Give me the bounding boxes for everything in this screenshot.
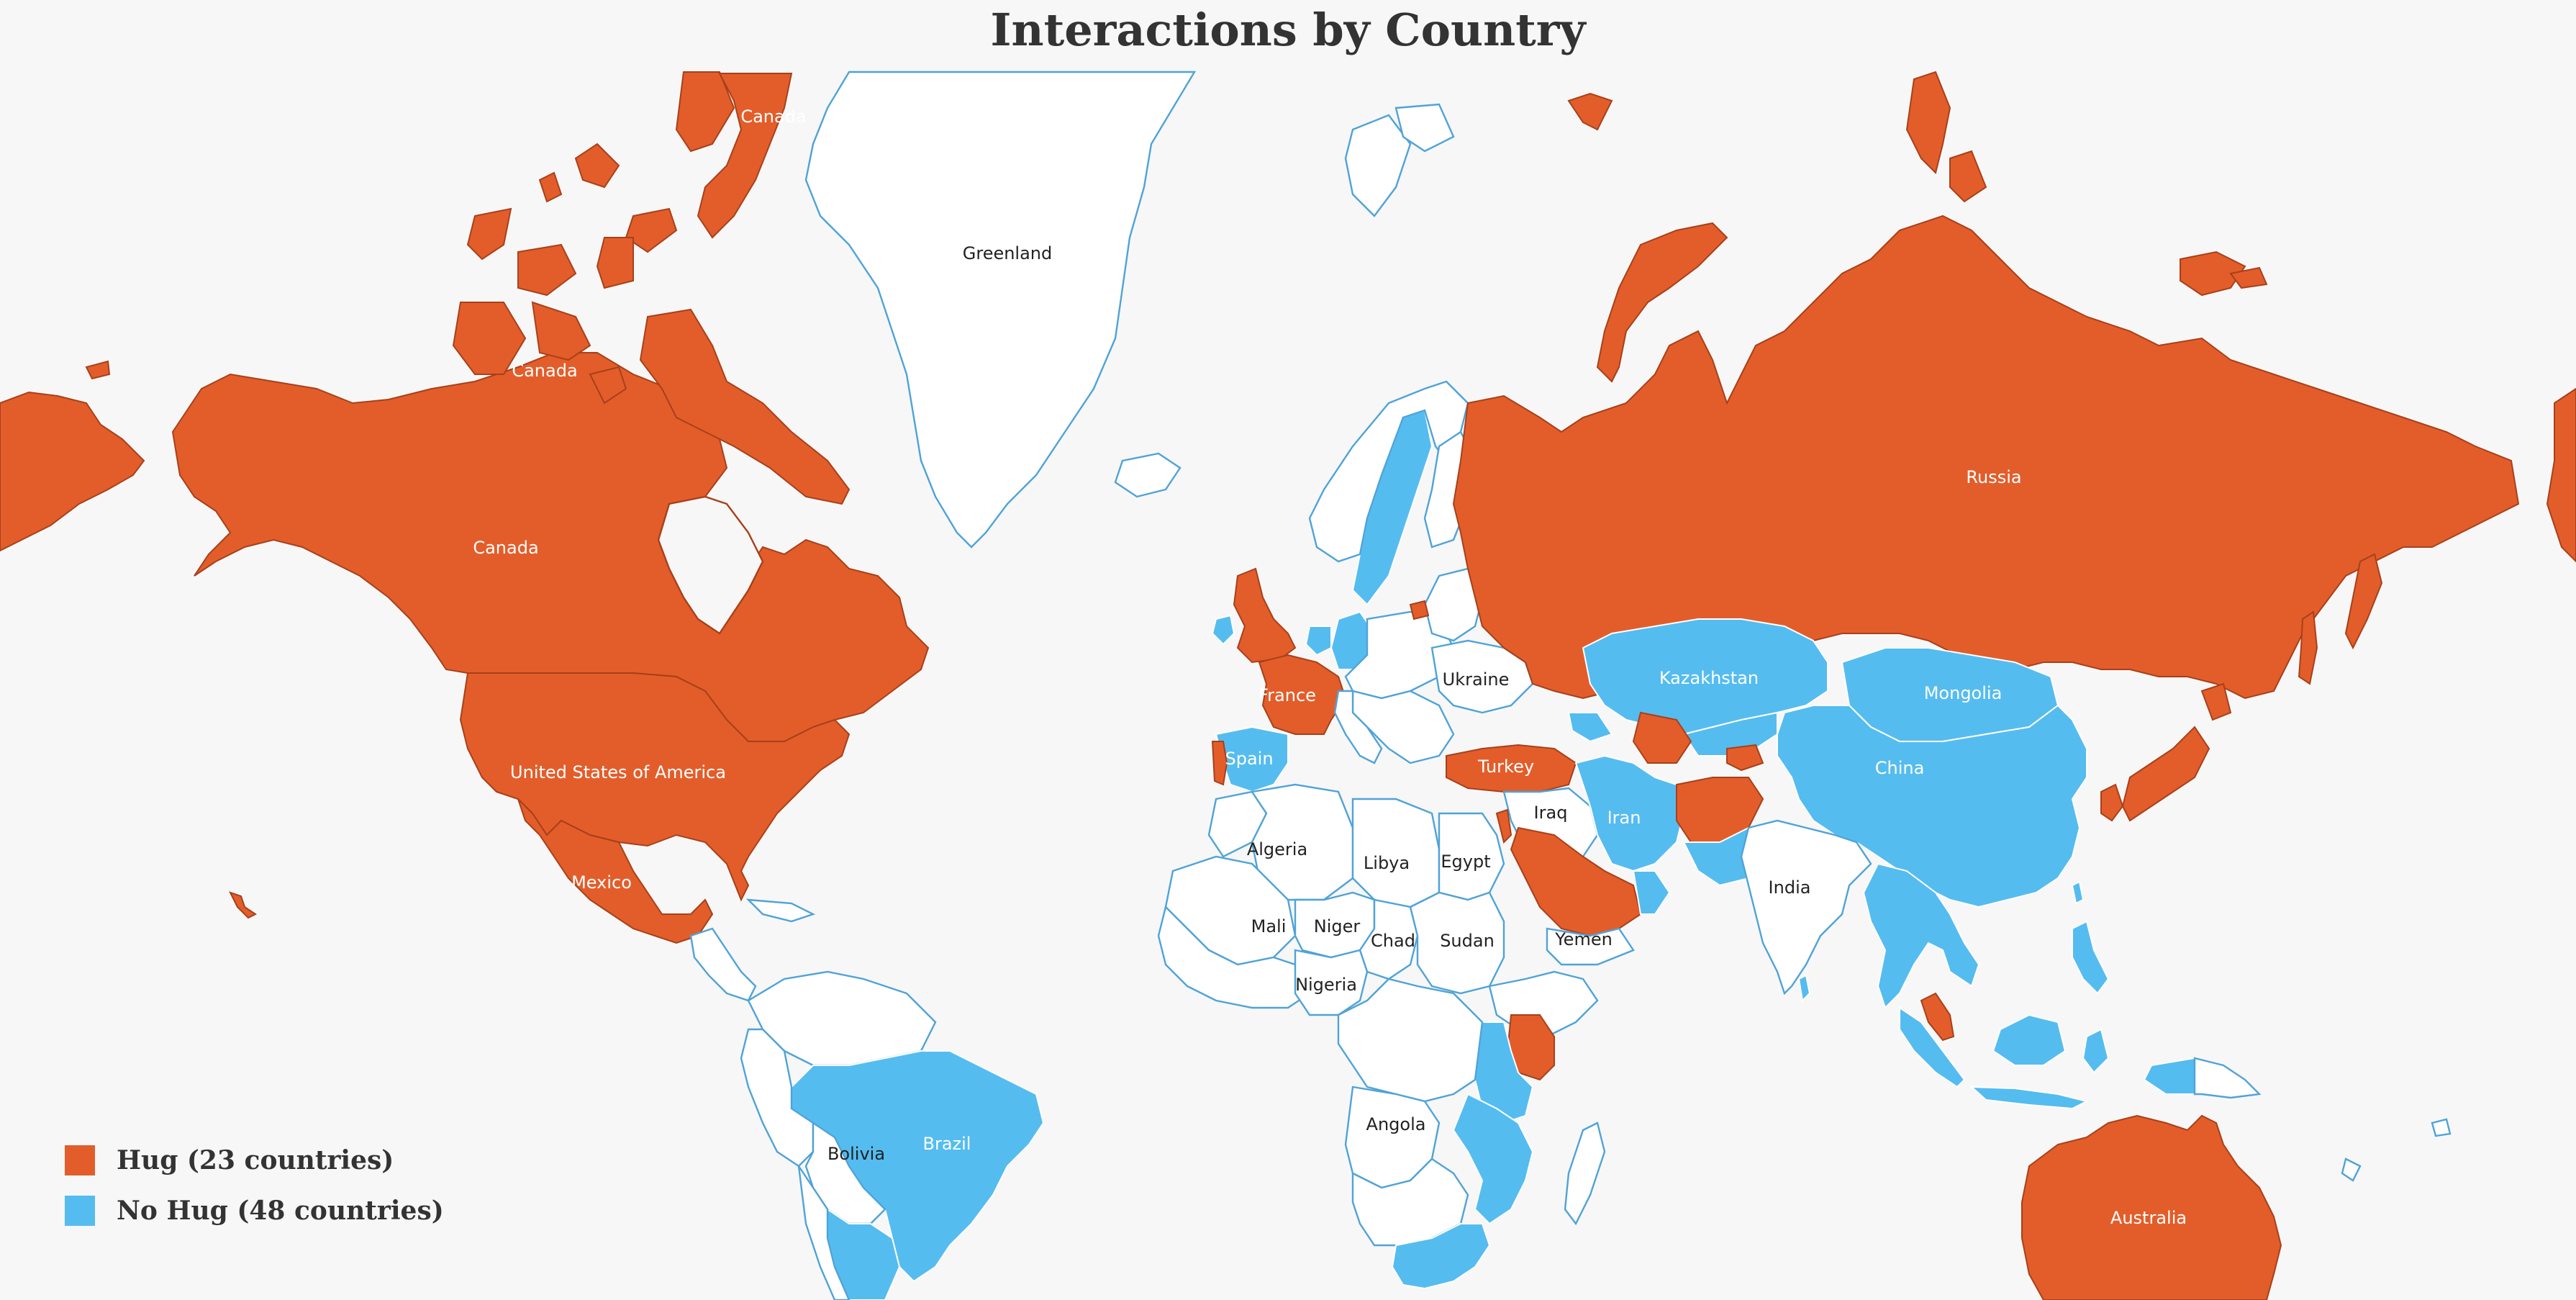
country-west-africa[interactable] xyxy=(1157,905,1311,1009)
country-sri-lanka[interactable] xyxy=(1797,974,1811,1003)
hudson-bay xyxy=(657,495,764,635)
map-title: Interactions by Country xyxy=(990,4,1586,56)
country-canada-arctic-8[interactable] xyxy=(531,301,591,361)
country-indonesia-sulawesi[interactable] xyxy=(2082,1028,2110,1074)
country-svalbard[interactable] xyxy=(1344,114,1412,217)
country-yemen[interactable] xyxy=(1546,927,1635,966)
country-kazakhstan[interactable] xyxy=(1582,618,1828,736)
country-russia-arctic-3[interactable] xyxy=(1949,150,1987,203)
country-russia-arctic-5[interactable] xyxy=(2229,266,2268,289)
country-canada-arctic-12[interactable] xyxy=(538,171,563,203)
country-uk[interactable] xyxy=(1233,567,1297,664)
country-russia-kamchatka[interactable] xyxy=(2344,553,2383,650)
country-sudan[interactable] xyxy=(1409,891,1505,995)
country-israel-jordan[interactable] xyxy=(1495,808,1513,844)
country-oman-uae[interactable] xyxy=(1632,870,1671,915)
country-norway[interactable] xyxy=(1308,380,1469,563)
region-caribbean[interactable] xyxy=(745,898,816,923)
country-korea-south[interactable] xyxy=(2100,783,2124,822)
country-tajikistan[interactable] xyxy=(1726,744,1764,772)
country-indonesia-borneo[interactable] xyxy=(1992,1014,2067,1066)
country-canada-arctic-2[interactable] xyxy=(697,73,793,239)
country-canada-arctic-11[interactable] xyxy=(574,143,620,189)
country-madagascar[interactable] xyxy=(1564,1121,1606,1226)
country-canada-arctic-4[interactable] xyxy=(466,207,512,261)
country-portugal[interactable] xyxy=(1211,741,1228,786)
legend-swatch-hug xyxy=(65,1145,95,1175)
country-canada-arctic-1[interactable] xyxy=(675,71,735,153)
country-canada-mainland[interactable] xyxy=(171,352,930,742)
country-alaska-west[interactable] xyxy=(0,391,145,552)
country-russia-arctic-2[interactable] xyxy=(1905,71,1951,174)
country-indonesia-sumatra[interactable] xyxy=(1899,1006,1966,1088)
country-russia-sakhalin[interactable] xyxy=(2298,610,2318,685)
country-indonesia-java[interactable] xyxy=(1969,1085,2089,1110)
country-greenland[interactable] xyxy=(804,71,1197,549)
country-russia-arctic-1[interactable] xyxy=(1596,222,1728,383)
country-japan-north[interactable] xyxy=(2200,682,2232,721)
country-benelux[interactable] xyxy=(1305,626,1332,656)
country-egypt[interactable] xyxy=(1438,812,1505,901)
country-svalbard-2[interactable] xyxy=(1394,103,1455,153)
country-iceland[interactable] xyxy=(1114,452,1182,498)
country-canada-arctic-6[interactable] xyxy=(596,237,634,289)
country-ireland[interactable] xyxy=(1211,614,1235,646)
country-canada-arctic-5[interactable] xyxy=(517,243,577,297)
country-mexico[interactable] xyxy=(517,798,714,944)
country-mozambique-zambia[interactable] xyxy=(1452,1093,1534,1225)
legend-label-no-hug: No Hug (48 countries) xyxy=(117,1196,444,1226)
country-canada-arctic-3[interactable] xyxy=(625,207,678,253)
legend-label-hug: Hug (23 countries) xyxy=(117,1145,394,1175)
country-italy[interactable] xyxy=(1333,690,1383,764)
country-south-africa[interactable] xyxy=(1391,1223,1491,1290)
country-papua-new-guinea[interactable] xyxy=(2193,1057,2262,1099)
country-alaska-island[interactable] xyxy=(85,360,111,380)
country-canada-arctic-7[interactable] xyxy=(452,302,527,375)
legend-item-hug[interactable]: Hug (23 countries) xyxy=(65,1145,444,1176)
region-central-america[interactable] xyxy=(689,927,757,1002)
legend-swatch-no-hug xyxy=(65,1196,95,1226)
country-china[interactable] xyxy=(1777,704,2087,908)
country-india[interactable] xyxy=(1740,819,1872,996)
country-australia[interactable] xyxy=(2021,1114,2282,1300)
country-caucasus[interactable] xyxy=(1567,712,1613,743)
map-legend: Hug (23 countries) No Hug (48 countries) xyxy=(65,1145,444,1245)
country-russia-arctic-6[interactable] xyxy=(1567,92,1613,131)
country-russia-east-edge[interactable] xyxy=(2546,387,2576,563)
country-southeast-asia[interactable] xyxy=(1862,862,1980,1009)
country-iran[interactable] xyxy=(1574,754,1685,872)
country-russia-arctic-4[interactable] xyxy=(2180,250,2246,297)
country-libya[interactable] xyxy=(1351,798,1441,908)
country-central-africa[interactable] xyxy=(1337,978,1484,1103)
country-fiji[interactable] xyxy=(2431,1118,2452,1137)
country-canada-arctic-9[interactable] xyxy=(589,366,627,405)
country-nigeria[interactable] xyxy=(1294,949,1369,1016)
country-japan[interactable] xyxy=(2121,726,2210,822)
country-papua-indonesia[interactable] xyxy=(2143,1057,2195,1095)
country-turkmenistan-tajikistan[interactable] xyxy=(1632,711,1692,764)
country-new-caledonia-pacific[interactable] xyxy=(2341,1157,2362,1182)
country-malaysia[interactable] xyxy=(1920,992,1955,1042)
country-taiwan[interactable] xyxy=(2071,880,2085,905)
country-ukraine[interactable] xyxy=(1430,639,1534,714)
country-hawaii[interactable] xyxy=(229,891,257,919)
country-france[interactable] xyxy=(1258,654,1347,735)
country-chile[interactable] xyxy=(797,1165,851,1300)
country-turkey[interactable] xyxy=(1446,744,1577,793)
country-canada-arctic-10[interactable] xyxy=(639,308,851,505)
legend-item-no-hug[interactable]: No Hug (48 countries) xyxy=(65,1195,444,1227)
country-estonia[interactable] xyxy=(1409,600,1430,620)
country-philippines[interactable] xyxy=(2072,920,2110,995)
